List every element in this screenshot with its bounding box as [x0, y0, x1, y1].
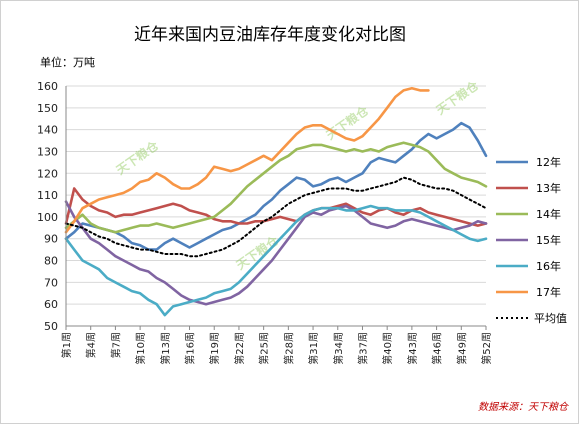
x-tick-label: 第52周	[480, 332, 493, 365]
x-tick-label: 第37周	[356, 332, 369, 365]
legend-label: 12年	[536, 155, 561, 169]
y-tick-label: 110	[37, 189, 58, 202]
chart-title: 近年来国内豆油库存年度变化对比图	[134, 25, 406, 45]
x-tick-label: 第22周	[233, 332, 246, 365]
x-tick-label: 第19周	[208, 332, 221, 365]
x-tick-label: 第25周	[258, 332, 271, 365]
y-tick-label: 80	[44, 255, 58, 268]
x-tick-label: 第10周	[134, 332, 147, 365]
series-line-13年	[64, 187, 488, 227]
x-tick-label: 第34周	[332, 332, 345, 365]
y-tick-label: 60	[44, 298, 58, 311]
x-tick-label: 第1周	[60, 332, 73, 358]
y-tick-label: 50	[44, 320, 58, 333]
x-tick-label: 第4周	[85, 332, 98, 358]
x-tick-label: 第49周	[455, 332, 468, 365]
y-tick-label: 70	[44, 276, 58, 289]
y-tick-label: 90	[44, 233, 58, 246]
x-tick-label: 第7周	[109, 332, 122, 358]
x-tick-label: 第40周	[381, 332, 394, 365]
series-line-平均值	[65, 176, 487, 258]
y-tick-label: 100	[37, 211, 58, 224]
series-line-17年	[64, 86, 430, 234]
unit-label: 单位：万吨	[40, 55, 95, 69]
y-tick-label: 150	[37, 102, 58, 115]
legend-label: 17年	[536, 285, 561, 299]
series-line-15年	[64, 200, 488, 306]
series-line-16年	[64, 204, 488, 317]
series-layer	[64, 86, 488, 317]
legend-label: 15年	[536, 233, 561, 247]
y-tick-label: 130	[37, 145, 58, 158]
x-tick-label: 第31周	[307, 332, 320, 365]
x-tick-label: 第28周	[282, 332, 295, 365]
x-tick-label: 第16周	[184, 332, 197, 365]
x-tick-label: 第43周	[406, 332, 419, 365]
legend-label: 16年	[536, 259, 561, 273]
axes: 50 60 70 80 90 100 110 120 130 140 150 160 第1周 第4周 第7周…	[37, 80, 493, 365]
legend-label: 平均值	[534, 312, 567, 325]
x-tick-label: 第13周	[159, 332, 172, 365]
legend-label: 14年	[536, 207, 561, 221]
legend-label: 13年	[536, 181, 561, 195]
x-tick-label: 第46周	[431, 332, 444, 365]
source-note: 数据来源：天下粮仓	[478, 401, 569, 413]
y-tick-label: 120	[37, 167, 58, 180]
y-tick-label: 160	[37, 80, 58, 93]
series-line-14年	[64, 141, 488, 234]
y-tick-label: 140	[37, 124, 58, 137]
